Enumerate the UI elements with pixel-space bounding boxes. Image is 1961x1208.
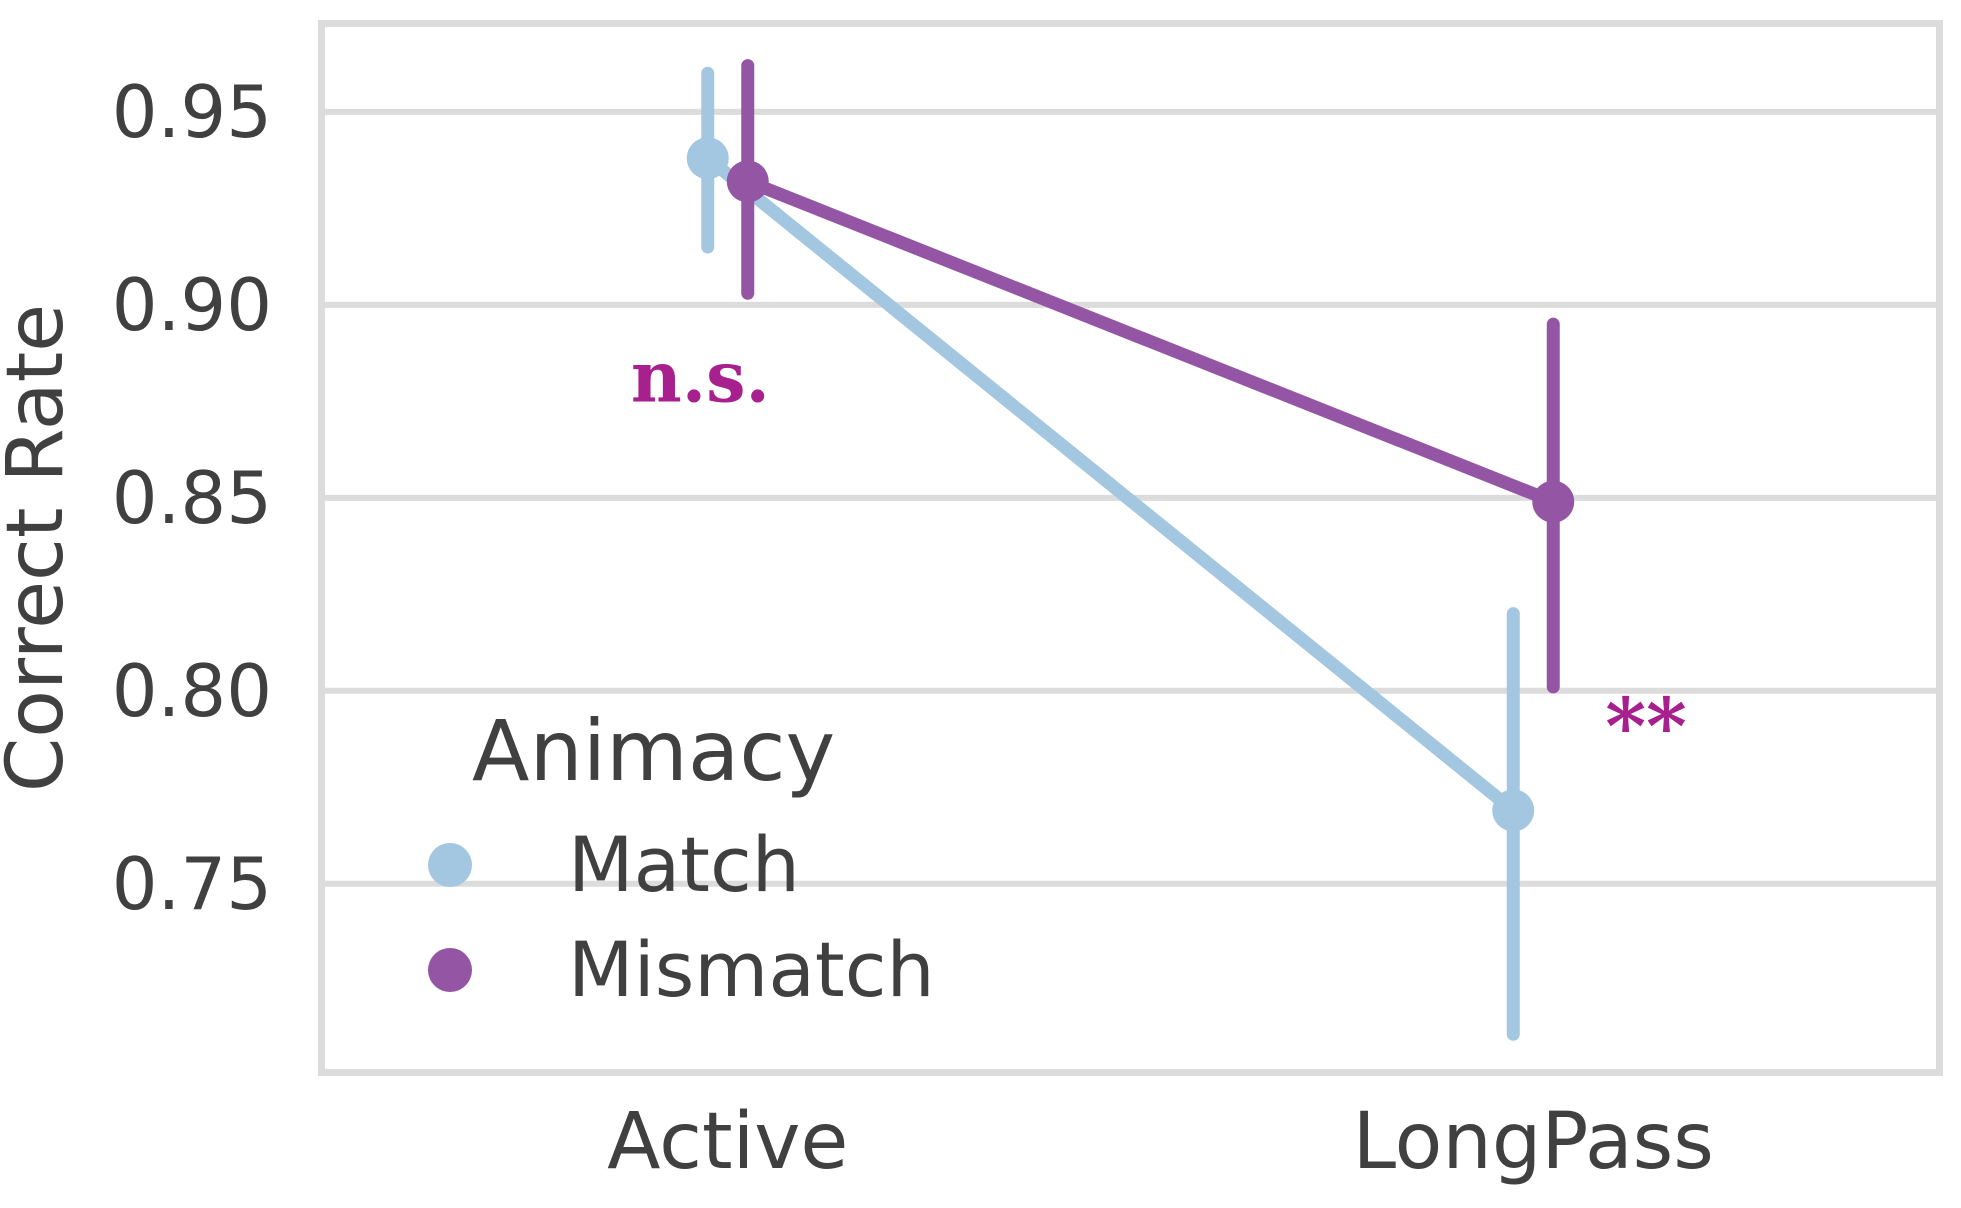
data-point-mismatch-active (726, 160, 769, 203)
legend-dot-match (428, 843, 472, 887)
legend-dot-mismatch (428, 948, 472, 992)
legend-label: Mismatch (568, 925, 935, 1014)
y-tick-label: 0.90 (111, 262, 272, 347)
plot-area: Animacy Match Mismatch n.s. ** (318, 20, 1943, 1076)
data-point-match-active (686, 137, 729, 180)
legend-title: Animacy (472, 702, 836, 800)
x-tick-label-active: Active (607, 1097, 849, 1187)
x-tick-label-longpass: LongPass (1352, 1097, 1714, 1187)
data-point-match-longpass (1492, 789, 1535, 832)
series-line-match (703, 153, 1518, 816)
y-tick-label: 0.75 (111, 841, 272, 926)
legend-label: Match (568, 820, 800, 909)
significance-annotation: n.s. (630, 335, 770, 419)
plot-canvas (325, 59, 1936, 1041)
data-point-mismatch-longpass (1532, 480, 1575, 523)
series-line-mismatch (745, 175, 1556, 508)
y-tick-label: 0.95 (111, 69, 272, 154)
y-tick-label: 0.85 (111, 455, 272, 540)
significance-annotation: ** (1605, 681, 1687, 773)
y-tick-label: 0.80 (111, 648, 272, 733)
